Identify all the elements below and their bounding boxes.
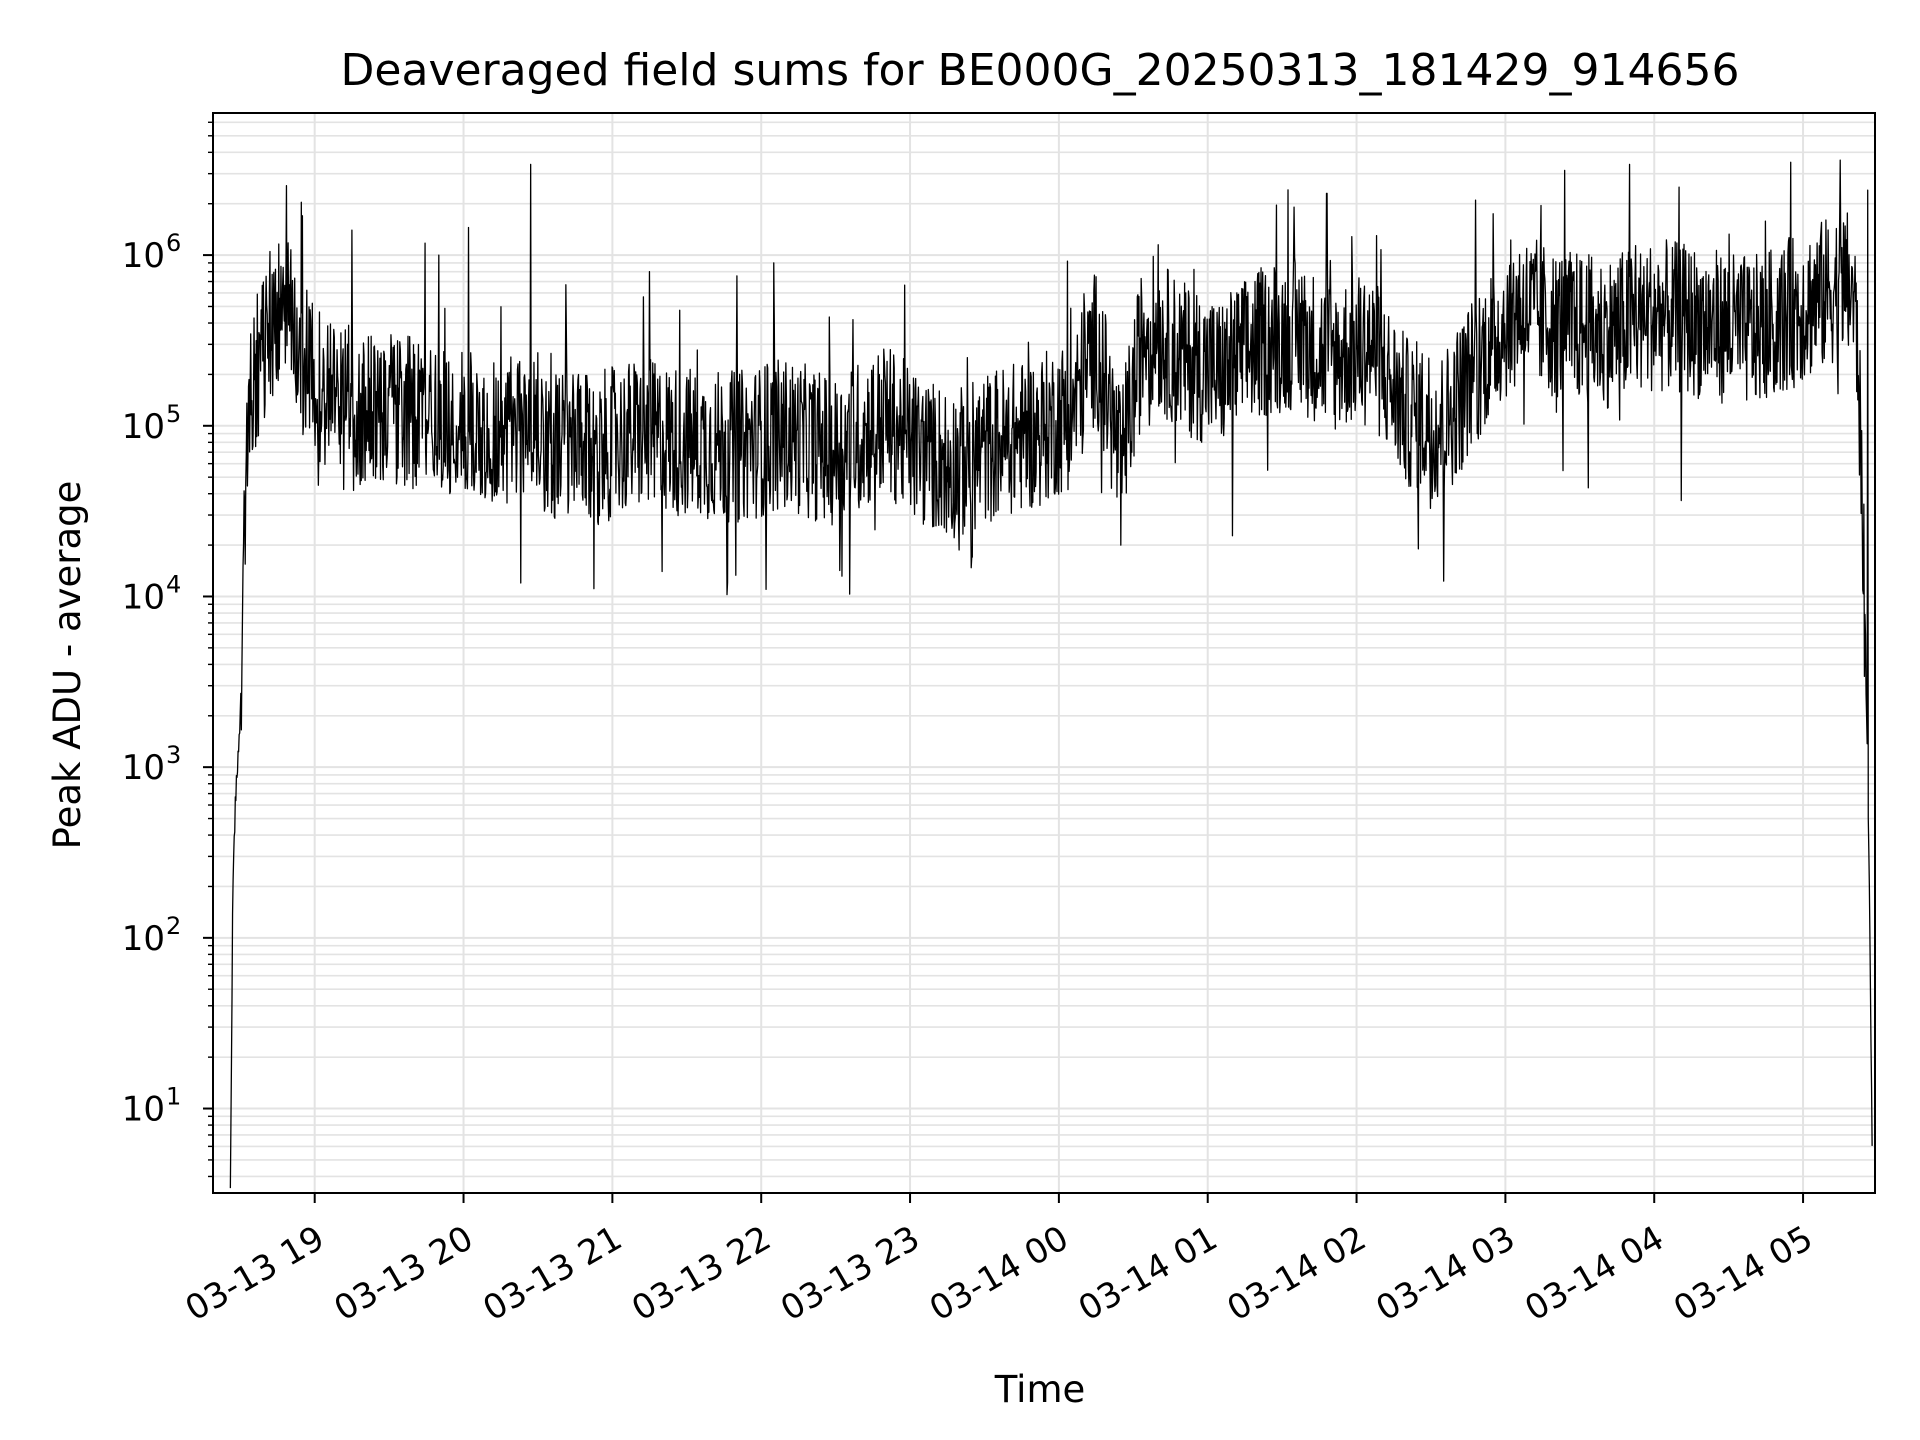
- y-tick-label: 10: [122, 748, 165, 788]
- y-tick-label: 10: [122, 407, 165, 447]
- y-tick-exponent: 4: [166, 570, 181, 598]
- y-tick-exponent: 1: [166, 1083, 181, 1111]
- y-tick-exponent: 5: [166, 400, 181, 428]
- plot-frame: [212, 112, 1876, 1194]
- series-line: [229, 159, 1873, 1189]
- y-tick-exponent: 3: [166, 741, 181, 769]
- y-tick-label: 10: [122, 577, 165, 617]
- y-tick-label: 10: [122, 1090, 165, 1130]
- y-tick-exponent: 2: [166, 912, 181, 940]
- grid: [213, 113, 1875, 1193]
- y-axis-label: Peak ADU - average: [46, 481, 89, 850]
- y-tick-label: 10: [122, 236, 165, 276]
- series-layer: [229, 159, 1873, 1189]
- y-tick-exponent: 6: [166, 229, 181, 257]
- y-tick-label: 10: [122, 919, 165, 959]
- tick-marks: [203, 121, 1805, 1203]
- x-axis-label: Time: [994, 1368, 1086, 1411]
- chart-title: Deaveraged field sums for BE000G_2025031…: [341, 45, 1740, 96]
